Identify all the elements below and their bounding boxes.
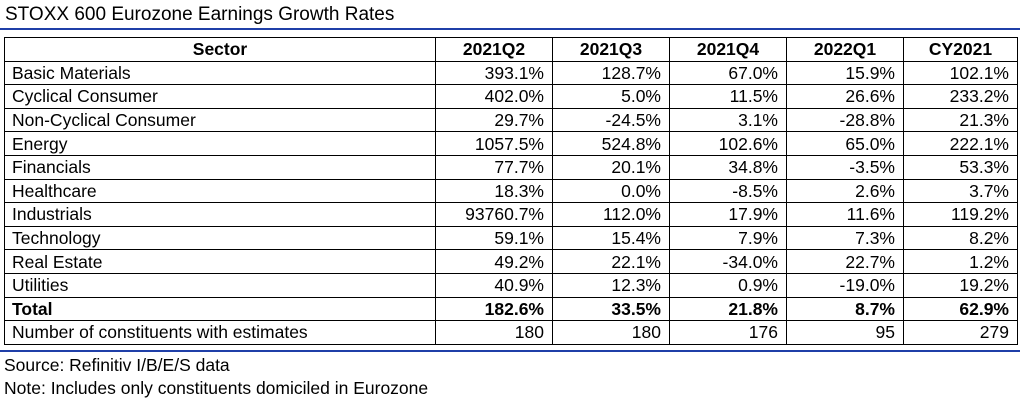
growth-cell: -28.8% — [786, 107, 904, 133]
growth-cell: 222.1% — [903, 131, 1018, 156]
growth-cell: -19.0% — [786, 272, 904, 298]
total-cell: 21.8% — [669, 296, 787, 322]
growth-cell: 15.9% — [786, 60, 904, 86]
header-row: Sector 2021Q2 2021Q3 2021Q4 2022Q1 CY202… — [4, 37, 1018, 62]
domicile-note: Note: Includes only constituents domicil… — [4, 378, 429, 398]
earnings-growth-table: Sector 2021Q2 2021Q3 2021Q4 2022Q1 CY202… — [4, 37, 1018, 345]
total-cell: 8.7% — [786, 296, 904, 322]
table-row: Basic Materials 393.1% 128.7% 67.0% 15.9% 102… — [4, 60, 1018, 86]
growth-cell: 1057.5% — [435, 131, 553, 156]
growth-cell: 2.6% — [786, 178, 904, 204]
constituents-cell: 180 — [552, 320, 670, 345]
table-row: Cyclical Consumer 402.0% 5.0% 11.5% 26.6% 233… — [4, 84, 1018, 109]
header-cy2021: CY2021 — [903, 37, 1018, 62]
growth-cell: 7.3% — [786, 225, 904, 251]
growth-cell: -24.5% — [552, 107, 670, 133]
growth-cell: 19.2% — [903, 272, 1018, 298]
growth-cell: 3.7% — [903, 178, 1018, 204]
growth-cell: 18.3% — [435, 178, 553, 204]
growth-cell: 1.2% — [903, 249, 1018, 274]
growth-cell: 402.0% — [435, 84, 553, 109]
table-row: Financials 77.7% 20.1% 34.8% -3.5% 53.3% — [4, 154, 1018, 180]
growth-cell: 20.1% — [552, 154, 670, 180]
constituents-row: Number of constituents with estimates 18… — [4, 320, 1018, 345]
growth-cell: 26.6% — [786, 84, 904, 109]
growth-cell: 102.1% — [903, 60, 1018, 86]
total-row: Total 182.6% 33.5% 21.8% 8.7% 62.9% — [4, 296, 1018, 322]
header-2021q2: 2021Q2 — [435, 37, 553, 62]
growth-cell: -34.0% — [669, 249, 787, 274]
constituents-cell: 180 — [435, 320, 553, 345]
growth-cell: 112.0% — [552, 202, 670, 227]
growth-cell: 34.8% — [669, 154, 787, 180]
table-row: Technology 59.1% 15.4% 7.9% 7.3% 8.2% — [4, 225, 1018, 251]
growth-cell: 8.2% — [903, 225, 1018, 251]
table-row: Utilities 40.9% 12.3% 0.9% -19.0% 19.2% — [4, 272, 1018, 298]
total-cell: 62.9% — [903, 296, 1018, 322]
growth-cell: 12.3% — [552, 272, 670, 298]
growth-cell: 119.2% — [903, 202, 1018, 227]
growth-cell: 5.0% — [552, 84, 670, 109]
growth-cell: 524.8% — [552, 131, 670, 156]
top-divider — [0, 28, 1020, 30]
constituents-label: Number of constituents with estimates — [4, 320, 436, 345]
growth-cell: 93760.7% — [435, 202, 553, 227]
growth-cell: 128.7% — [552, 60, 670, 86]
sector-name: Cyclical Consumer — [4, 84, 436, 109]
growth-cell: 22.1% — [552, 249, 670, 274]
constituents-cell: 176 — [669, 320, 787, 345]
growth-cell: 65.0% — [786, 131, 904, 156]
table-row: Industrials 93760.7% 112.0% 17.9% 11.6% 119.2… — [4, 202, 1018, 227]
constituents-cell: 279 — [903, 320, 1018, 345]
growth-cell: 3.1% — [669, 107, 787, 133]
sector-name: Non-Cyclical Consumer — [4, 107, 436, 133]
source-note: Source: Refinitiv I/B/E/S data — [4, 355, 230, 375]
bottom-divider — [0, 350, 1020, 352]
header-2021q4: 2021Q4 — [669, 37, 787, 62]
growth-cell: 53.3% — [903, 154, 1018, 180]
growth-cell: 77.7% — [435, 154, 553, 180]
sector-name: Real Estate — [4, 249, 436, 274]
growth-cell: 49.2% — [435, 249, 553, 274]
sector-name: Basic Materials — [4, 60, 436, 86]
sector-name: Energy — [4, 131, 436, 156]
growth-cell: 11.6% — [786, 202, 904, 227]
total-cell: 33.5% — [552, 296, 670, 322]
growth-cell: -3.5% — [786, 154, 904, 180]
growth-cell: 15.4% — [552, 225, 670, 251]
growth-cell: 29.7% — [435, 107, 553, 133]
header-2021q3: 2021Q3 — [552, 37, 670, 62]
growth-cell: 17.9% — [669, 202, 787, 227]
sector-name: Healthcare — [4, 178, 436, 204]
growth-cell: 59.1% — [435, 225, 553, 251]
growth-cell: 21.3% — [903, 107, 1018, 133]
table-row: Non-Cyclical Consumer 29.7% -24.5% 3.1% -28.… — [4, 107, 1018, 133]
growth-cell: 102.6% — [669, 131, 787, 156]
footnotes: Source: Refinitiv I/B/E/S data Note: Inc… — [4, 354, 428, 400]
sector-name: Utilities — [4, 272, 436, 298]
sector-name: Industrials — [4, 202, 436, 227]
constituents-cell: 95 — [786, 320, 904, 345]
header-sector: Sector — [4, 37, 436, 62]
table-title: STOXX 600 Eurozone Earnings Growth Rates — [5, 4, 395, 25]
total-label: Total — [4, 296, 436, 322]
growth-cell: 0.9% — [669, 272, 787, 298]
table-row: Real Estate 49.2% 22.1% -34.0% 22.7% 1.2% — [4, 249, 1018, 274]
header-2022q1: 2022Q1 — [786, 37, 904, 62]
growth-cell: 0.0% — [552, 178, 670, 204]
growth-cell: 67.0% — [669, 60, 787, 86]
total-cell: 182.6% — [435, 296, 553, 322]
growth-cell: 7.9% — [669, 225, 787, 251]
table-row: Energy 1057.5% 524.8% 102.6% 65.0% 222.1% — [4, 131, 1018, 156]
growth-cell: 233.2% — [903, 84, 1018, 109]
growth-cell: 40.9% — [435, 272, 553, 298]
growth-cell: -8.5% — [669, 178, 787, 204]
growth-cell: 11.5% — [669, 84, 787, 109]
growth-cell: 393.1% — [435, 60, 553, 86]
sector-name: Technology — [4, 225, 436, 251]
sector-name: Financials — [4, 154, 436, 180]
growth-cell: 22.7% — [786, 249, 904, 274]
table-row: Healthcare 18.3% 0.0% -8.5% 2.6% 3.7% — [4, 178, 1018, 204]
